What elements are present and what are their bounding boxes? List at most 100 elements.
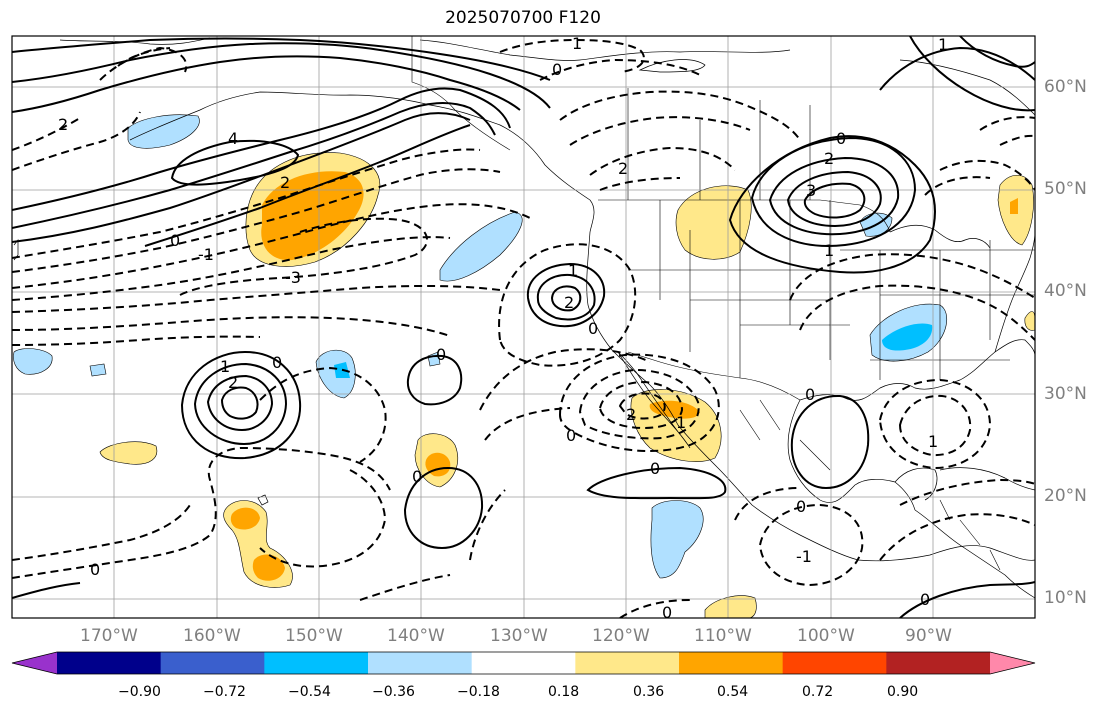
colorbar-tick-label: 0.18 — [548, 684, 580, 700]
contour-ne-high-3 — [786, 170, 882, 228]
colorbar-segment — [886, 652, 991, 674]
contour-label: 0 — [650, 459, 660, 478]
contour-label: -3 — [285, 268, 301, 287]
dash-east-2 — [789, 253, 1035, 301]
coastline-yucatan — [894, 467, 938, 501]
contour-mid-closed — [406, 354, 463, 406]
contour-far-south — [899, 581, 1035, 618]
dash-central-1 — [479, 348, 651, 411]
contour-trop-closed — [403, 466, 484, 550]
contour-label: 1 — [568, 261, 578, 280]
lon-label: 100°W — [797, 626, 855, 646]
contour-label: -1 — [796, 547, 812, 566]
dash-baja-3 — [598, 380, 684, 430]
contour-label: 1 — [220, 357, 230, 376]
dash-canada-3 — [589, 146, 736, 176]
coastline-west-us — [586, 231, 1035, 562]
lat-label: 20°N — [1044, 486, 1087, 506]
contour-label: 2 — [228, 373, 238, 392]
lat-label: 50°N — [1044, 179, 1087, 199]
contour-label: 0 — [566, 426, 576, 445]
island-hawaii — [257, 494, 269, 506]
coastline-cuba — [939, 467, 1035, 491]
dash-far-south-1 — [619, 599, 691, 618]
map-title: 2025070700 F120 — [445, 8, 601, 28]
contour-label: 1 — [928, 432, 938, 451]
dash-tropics-west-1 — [12, 446, 391, 579]
border-us-mexico — [627, 351, 801, 401]
contour-bc-closed-1 — [526, 262, 606, 328]
lon-label: 160°W — [183, 626, 241, 646]
dash-canada-4 — [599, 177, 681, 191]
lat-label: 10°N — [1044, 588, 1087, 608]
dash-east-5 — [979, 116, 1035, 131]
contour-low-closed-1 — [180, 350, 302, 460]
dash-canada-1 — [559, 90, 801, 141]
dash-baja-1 — [558, 353, 720, 452]
contour-label: 2 — [564, 293, 574, 312]
lon-label: 90°W — [905, 626, 952, 646]
shade-orange-newengland — [1010, 198, 1018, 214]
contour-low-closed-3 — [206, 374, 274, 432]
dash-jet-3 — [12, 203, 531, 289]
dash-tropics-west-2 — [12, 504, 191, 561]
dash-mexico-south — [758, 503, 864, 587]
colorbar-outline — [11, 651, 1036, 675]
contour-label: 0 — [412, 467, 422, 486]
colorbar-segment — [679, 652, 784, 674]
shade-blue-aleutian — [127, 114, 200, 149]
lon-label: 150°W — [285, 626, 343, 646]
colorbar-tick-label: 0.72 — [802, 684, 834, 700]
colorbar-extend-max — [990, 652, 1035, 674]
dash-mid-trop-2 — [359, 574, 451, 601]
dash-jet-1 — [12, 148, 481, 259]
dash-upper-3 — [539, 58, 701, 81]
lat-label: 30°N — [1044, 384, 1087, 404]
colorbar-tick-label: −0.54 — [288, 684, 331, 700]
contour-jet-5 — [12, 55, 521, 113]
contour-label: 2 — [618, 159, 628, 178]
dash-tropics-3 — [259, 469, 387, 568]
colorbar-tick-label: −0.36 — [372, 684, 415, 700]
dash-mid-2 — [12, 316, 451, 337]
colorbar-extend-min — [12, 652, 57, 674]
shade-yellow-west-trop — [99, 441, 158, 465]
contour-label: 0 — [90, 560, 100, 579]
contour-label: 2 — [626, 405, 636, 424]
colorbar-segment — [368, 652, 473, 674]
contour-bc-closed-3 — [550, 285, 582, 312]
dash-gulf-1 — [878, 378, 992, 470]
contour-label: 1 — [572, 34, 582, 53]
negative-contours — [12, 38, 1035, 618]
colorbar-tick-label: −0.18 — [457, 684, 500, 700]
contour-jet-3 — [12, 112, 471, 243]
dash-upper-2 — [499, 38, 645, 73]
dash-mid-trop-1 — [469, 489, 506, 561]
dash-aleut-2 — [12, 117, 81, 151]
contour-label: 1 — [676, 413, 686, 432]
coastline-canada-north — [419, 39, 791, 61]
dash-southeast-trop — [879, 513, 1035, 561]
colorbar-segment — [160, 652, 265, 674]
dash-east-6 — [999, 134, 1035, 146]
dash-jet-4 — [12, 236, 451, 301]
lon-label: 110°W — [694, 626, 752, 646]
dash-mexico-2 — [734, 487, 801, 521]
dash-baja-4 — [618, 392, 666, 420]
dash-tropics-mid — [259, 366, 387, 463]
dash-mid-1 — [12, 284, 501, 313]
shade-orange-southwest-1 — [230, 507, 260, 530]
shade-yellow-south-edge — [704, 595, 757, 618]
contour-label: 0 — [662, 603, 672, 622]
dash-southeast-2 — [899, 478, 1035, 506]
dash-upper-left — [117, 47, 171, 67]
shade-blue-offshore — [439, 211, 523, 282]
contour-label: 4 — [228, 129, 238, 148]
colorbar-tick-label: 0.90 — [887, 684, 919, 700]
border-mexico-states — [739, 399, 831, 471]
shade-blue-east-trop — [650, 500, 704, 579]
positive-contours — [12, 36, 1035, 618]
colorbar-segment — [575, 652, 680, 674]
contour-label: 0 — [920, 590, 930, 609]
